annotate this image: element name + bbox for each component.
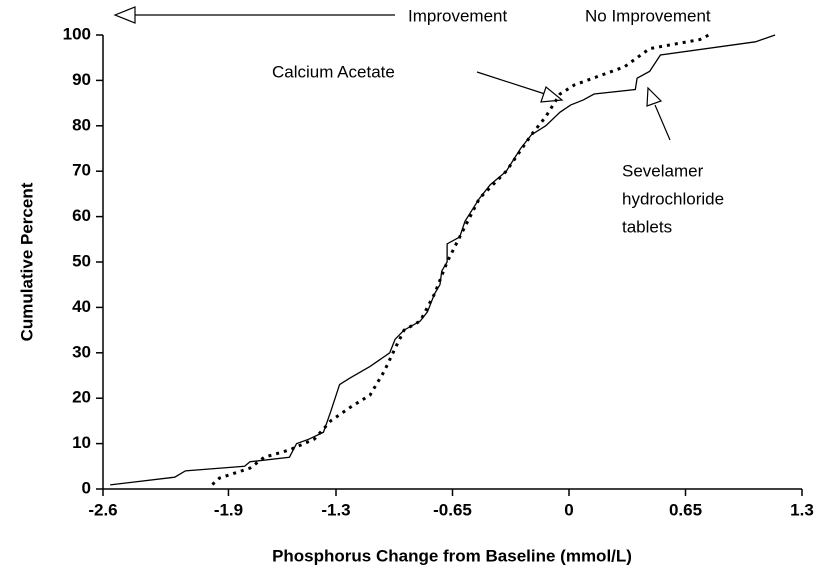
sevelamer-arrow	[646, 86, 671, 141]
series-line	[110, 34, 776, 486]
annotation: tablets	[622, 217, 672, 236]
x-axis-label: Phosphorus Change from Baseline (mmol/L)	[272, 546, 632, 565]
x-tick-label: -0.65	[433, 500, 472, 519]
x-tick-label: 1.3	[790, 500, 814, 519]
series-line	[211, 33, 710, 486]
annotation: Improvement	[408, 6, 507, 25]
annotation: Calcium Acetate	[272, 62, 395, 81]
x-tick-label: 0.65	[669, 500, 702, 519]
annotation: hydrochloride	[622, 189, 724, 208]
y-axis-label: Cumulative Percent	[17, 182, 36, 341]
improvement-arrow	[113, 6, 395, 24]
y-tick-label: 0	[82, 478, 91, 497]
y-tick-label: 80	[72, 115, 91, 134]
y-tick-label: 40	[72, 297, 91, 316]
x-tick-label: 0	[564, 500, 573, 519]
y-tick-label: 60	[72, 206, 91, 225]
y-tick-label: 100	[63, 24, 91, 43]
x-tick-label: -2.6	[88, 500, 117, 519]
x-tick-label: -1.9	[214, 500, 243, 519]
y-tick-label: 70	[72, 161, 91, 180]
annotation: Sevelamer	[622, 161, 704, 180]
y-tick-label: 10	[72, 433, 91, 452]
calcium-arrow	[476, 71, 564, 103]
y-tick-label: 20	[72, 388, 91, 407]
y-tick-label: 30	[72, 342, 91, 361]
annotation: No Improvement	[585, 6, 711, 25]
y-tick-label: 90	[72, 70, 91, 89]
x-tick-label: -1.3	[321, 500, 350, 519]
y-tick-label: 50	[72, 251, 91, 270]
